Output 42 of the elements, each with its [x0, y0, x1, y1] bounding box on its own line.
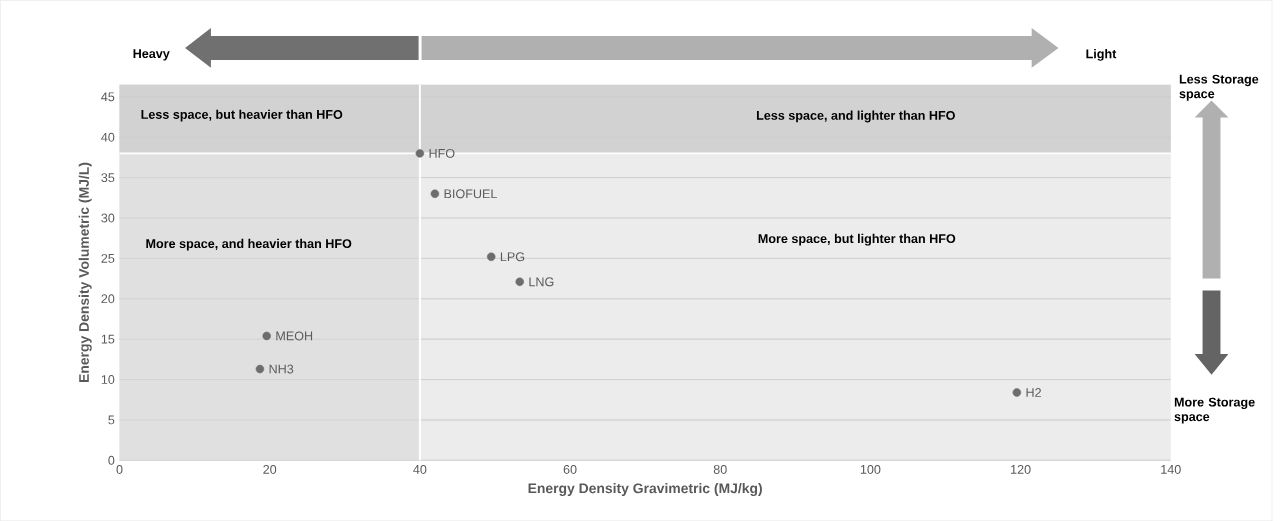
text: Heavy — [133, 49, 170, 61]
point — [262, 331, 271, 341]
text: Light — [1086, 48, 1117, 61]
text: More Storage space — [1174, 397, 1255, 424]
y-tick-label: 45 — [101, 92, 115, 102]
y-tick-label: 25 — [101, 253, 115, 263]
series-label: H2 — [1026, 387, 1041, 397]
point — [515, 277, 524, 286]
point — [1012, 388, 1022, 397]
y-tick-label: 15 — [101, 334, 115, 344]
y-tick-label: 30 — [101, 213, 115, 223]
annotation: Less space, but heavier than HFO — [141, 109, 343, 122]
y-tick-label: 20 — [101, 294, 115, 304]
y-tick-label: 0 — [108, 455, 115, 465]
series-label: LPG — [500, 252, 525, 262]
point — [415, 149, 425, 158]
text: Less Storage space — [1179, 74, 1259, 101]
series-label: HFO — [429, 148, 455, 158]
y-tick-label: 35 — [101, 173, 115, 182]
x-axis-title: Energy Density Gravimetric (MJ/kg) — [528, 482, 762, 496]
x-tick-label: 120 — [1011, 464, 1031, 474]
annotation: More space, but lighter than HFO — [758, 233, 956, 246]
x-tick-label: 20 — [263, 464, 277, 474]
point — [255, 364, 265, 374]
annotation: Less space, and lighter than HFO — [756, 110, 955, 123]
y-tick-label: 40 — [101, 132, 115, 142]
x-tick-label: 40 — [413, 464, 427, 474]
series-label: NH3 — [269, 364, 294, 374]
x-tick-label: 100 — [860, 464, 881, 474]
x-tick-label: 140 — [1161, 464, 1181, 474]
y-tick-label: 10 — [101, 374, 115, 384]
point — [430, 189, 440, 198]
point — [486, 252, 496, 261]
series-label: LNG — [529, 277, 554, 287]
annotation: More space, and heavier than HFO — [146, 238, 352, 251]
y-axis-title: Energy Density Volumetric (MJ/L) — [78, 162, 92, 382]
y-tick-label: 5 — [108, 415, 115, 425]
x-tick-label: 0 — [116, 464, 123, 474]
x-tick-label: 80 — [713, 464, 727, 474]
x-tick-label: 60 — [563, 464, 577, 474]
series-label: MEOH — [276, 331, 313, 341]
series-label: BIOFUEL — [444, 189, 497, 199]
